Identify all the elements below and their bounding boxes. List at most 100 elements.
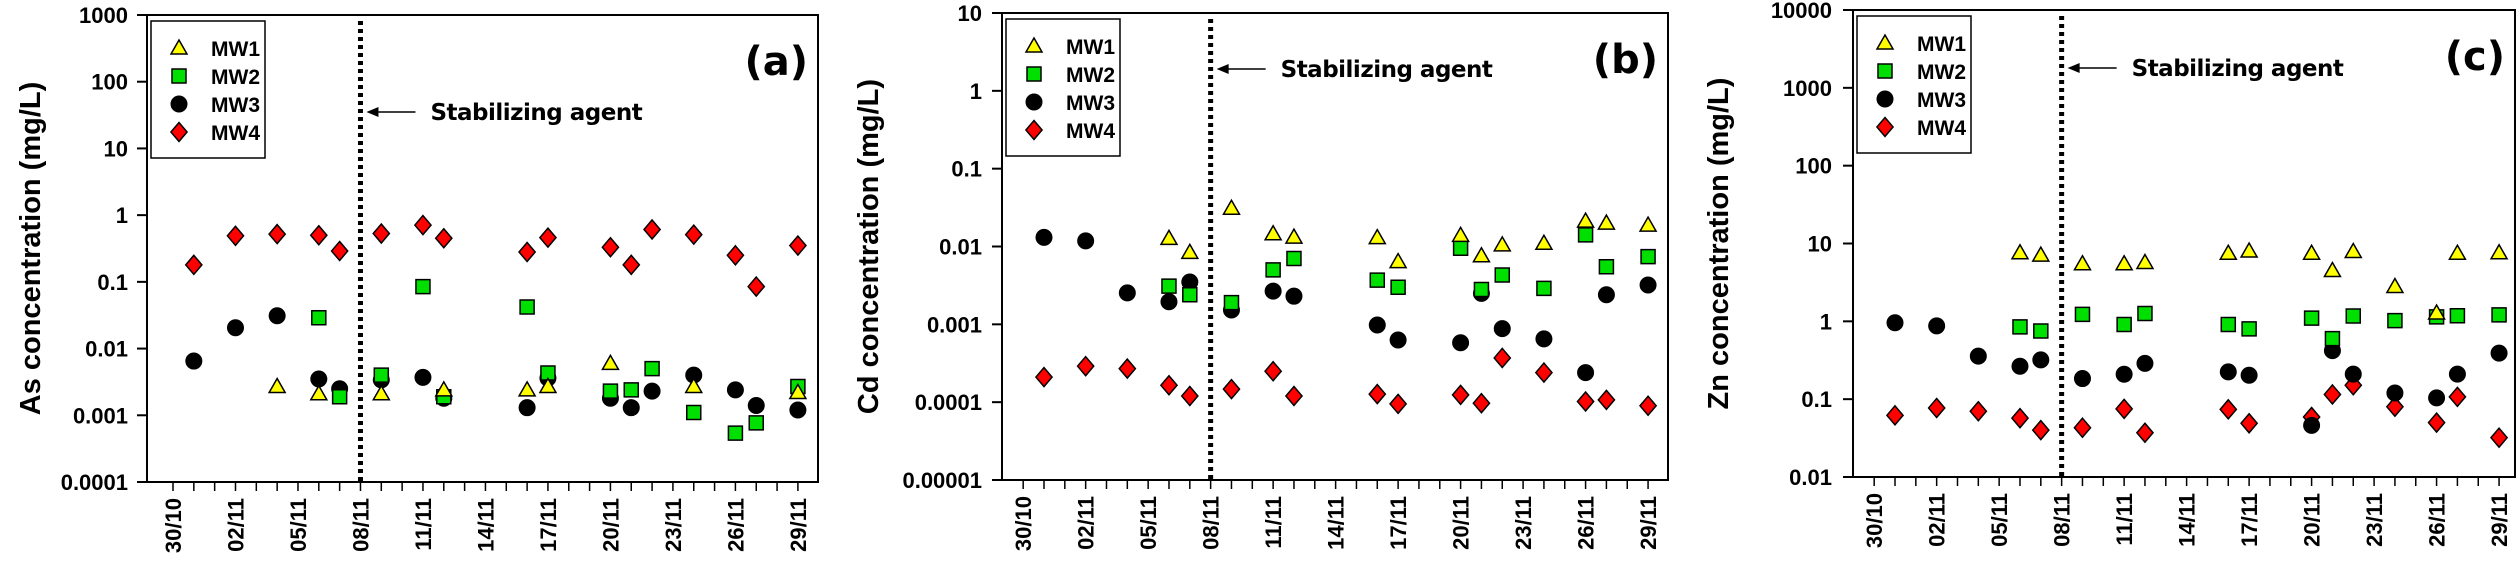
legend-label-mw1: MW1 [211,38,260,61]
data-point-mw3 [226,319,244,337]
legend-label-mw1: MW1 [1917,33,1966,56]
data-point-mw4 [184,254,203,276]
y-tick-label: 100 [91,70,128,95]
legend-label-mw4: MW4 [1066,120,1115,143]
y-tick-label: 1000 [79,3,128,28]
series-mw1 [1159,198,1658,269]
series-mw4 [1885,374,2509,449]
data-point-mw4 [1159,374,1179,396]
data-point-mw2 [623,382,640,398]
data-point-mw2 [1390,279,1406,295]
data-point-mw1 [1388,252,1408,269]
data-point-mw1 [267,376,287,394]
y-tick-label: 0.0001 [915,390,982,415]
data-point-mw4 [1493,347,1512,369]
data-point-mw3 [1264,282,1282,300]
legend-marker-mw3 [170,95,188,113]
data-point-mw4 [726,244,745,266]
data-point-mw4 [2073,417,2092,439]
data-point-mw4 [643,218,662,241]
data-point-mw1 [434,380,454,397]
x-tick-label: 02/11 [1925,493,1950,547]
legend-marker-mw4 [1024,119,1044,141]
legend-label-mw1: MW1 [1066,36,1115,59]
data-point-mw4 [1639,395,1658,417]
data-point-mw1 [684,376,704,394]
data-point-mw1 [2073,254,2092,271]
legend-box [150,20,266,159]
data-point-mw1 [538,376,558,394]
data-point-mw3 [622,399,640,417]
data-point-mw2 [644,360,660,377]
data-point-mw3 [1493,320,1511,338]
data-point-mw1 [1534,233,1554,251]
data-point-mw4 [2448,386,2467,408]
data-point-mw4 [1264,360,1283,382]
legend-label-mw2: MW2 [211,66,260,89]
legend-label-mw3: MW3 [1917,89,1966,112]
x-tick-label: 08/11 [348,498,373,552]
annotation-label: Stabilizing agent [1281,57,1493,83]
x-tick-label: 17/11 [1386,496,1411,550]
data-point-mw3 [1597,286,1615,304]
data-point-mw4 [1597,389,1616,411]
data-point-mw4 [1576,390,1595,413]
data-point-mw4 [1180,385,1199,407]
data-point-mw4 [538,226,557,249]
data-point-mw3 [1389,331,1407,349]
y-tick-label: 0.00001 [902,468,982,493]
y-tick-label: 0.001 [73,403,128,428]
data-point-mw2 [2387,312,2403,329]
x-tick-label: 23/11 [1511,496,1536,550]
data-point-mw4 [1927,397,1946,419]
plot-frame [146,14,819,483]
data-point-mw2 [686,404,702,421]
data-point-mw4 [2240,412,2259,434]
y-tick-label: 100 [1795,154,1832,179]
data-point-mw2 [1473,281,1490,298]
data-point-mw4 [1284,385,1304,407]
data-point-mw4 [1451,384,1470,406]
x-tick-label: 17/11 [536,498,561,552]
series-mw2 [1161,227,1656,311]
data-point-mw2 [519,299,535,315]
y-tick-label: 0.001 [927,312,982,337]
y-tick-label: 1 [1820,309,1832,334]
data-point-mw4 [2385,396,2404,418]
data-point-mw2 [2116,316,2132,333]
data-point-mw2 [2491,307,2507,323]
legend-label-mw3: MW3 [1066,92,1115,115]
data-point-mw4 [372,222,391,245]
data-point-mw2 [1161,278,1177,294]
data-point-mw2 [540,365,556,381]
chart-panel-b: 0.00001 0.0001 0.001 0.01 0.1 1 10 Cd concentra… [853,1,1669,551]
y-tick-label: 10 [958,1,982,26]
series-mw3 [1035,228,1657,382]
series-mw3 [185,307,807,419]
y-tick-label: 0.1 [97,270,128,295]
data-point-mw3 [2303,416,2321,434]
data-point-mw2 [1640,248,1656,265]
annotation-arrow-head [1216,64,1229,74]
x-tick-label: 11/11 [2112,493,2137,546]
x-tick-label: 29/11 [2487,493,2512,547]
data-point-mw4 [2031,419,2050,441]
annotation-arrow-head [2067,63,2080,73]
data-point-mw2 [1598,258,1615,275]
legend-label-mw4: MW4 [211,122,260,145]
data-point-mw4 [1969,400,1988,422]
x-tick-label: 30/10 [1862,493,1887,548]
data-point-mw1 [2448,243,2467,260]
y-tick-label: 0.1 [1801,387,1832,412]
legend-marker-mw4 [1875,116,1895,138]
x-tick-label: 11/11 [411,498,436,551]
data-point-mw4 [2219,398,2238,421]
data-point-mw2 [1286,250,1302,267]
data-point-mw2 [2324,330,2341,347]
data-point-mw1 [2218,243,2238,260]
data-point-mw2 [1223,294,1240,311]
panel-label: (b) [1593,37,1658,83]
data-point-mw3 [789,401,807,419]
y-tick-label: 1 [970,79,982,104]
data-point-mw2 [2303,310,2320,326]
